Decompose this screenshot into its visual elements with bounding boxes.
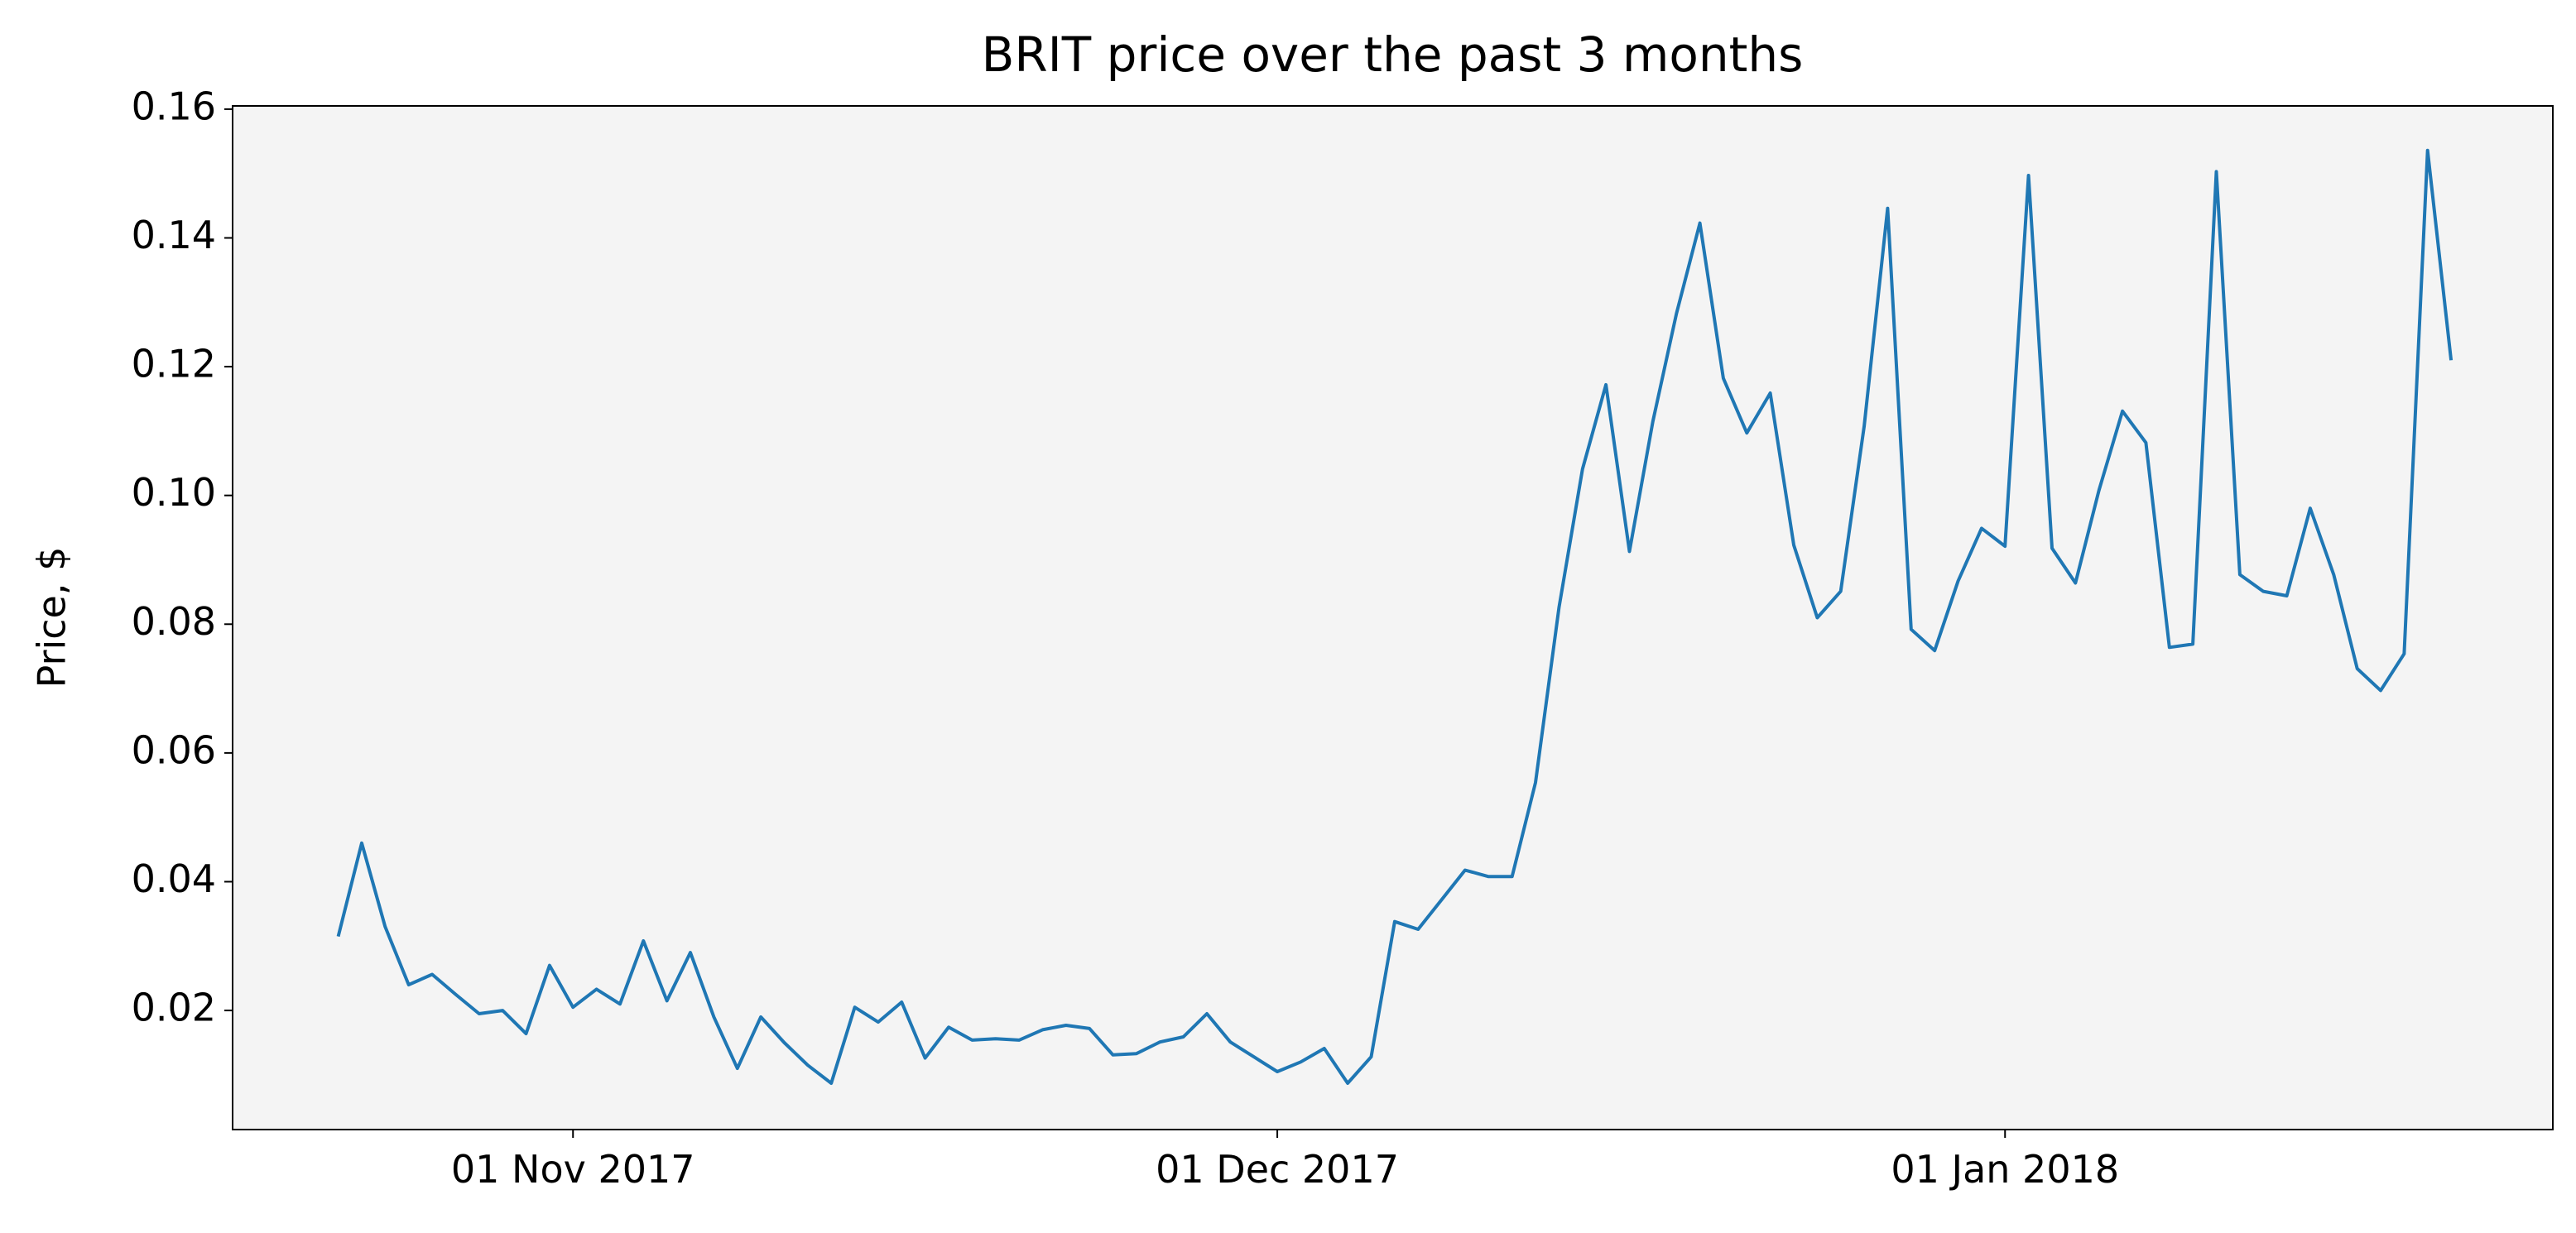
y-tick-label: 0.16 bbox=[132, 84, 216, 128]
plot-area bbox=[233, 106, 2553, 1130]
x-tick-label: 01 Nov 2017 bbox=[451, 1147, 695, 1192]
y-tick-label: 0.06 bbox=[132, 727, 216, 772]
plot-frame bbox=[232, 105, 2554, 1130]
x-tick-label: 01 Dec 2017 bbox=[1156, 1147, 1399, 1192]
y-tick-label: 0.04 bbox=[132, 856, 216, 901]
y-tick-label: 0.12 bbox=[132, 342, 216, 386]
y-axis-label: Price, $ bbox=[30, 547, 74, 688]
y-tick-label: 0.10 bbox=[132, 470, 216, 515]
x-tick-label: 01 Jan 2018 bbox=[1891, 1147, 2119, 1192]
chart-title: BRIT price over the past 3 months bbox=[982, 26, 1804, 83]
price-line bbox=[336, 148, 2453, 1085]
y-tick-label: 0.14 bbox=[132, 213, 216, 257]
y-tick-label: 0.02 bbox=[132, 986, 216, 1030]
y-tick-label: 0.08 bbox=[132, 599, 216, 644]
